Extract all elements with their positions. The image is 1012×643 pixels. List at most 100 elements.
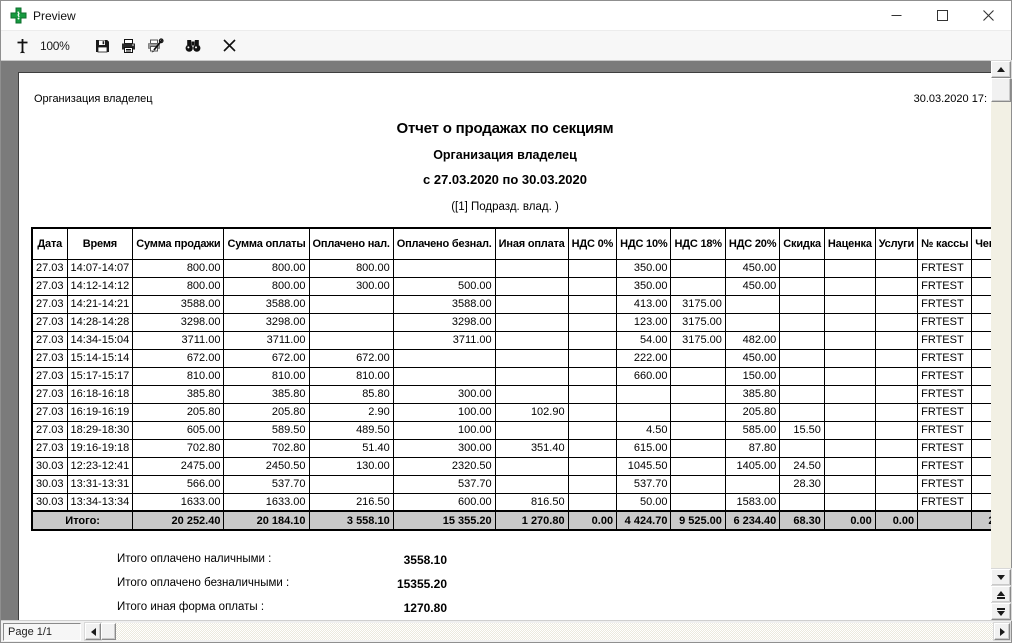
table-cell (779, 294, 825, 314)
table-row: 27.03 16:18-16:18 385.80 385.80 85.80 300.00 3… (31, 384, 991, 404)
table-cell: 27.03 (31, 258, 68, 278)
totals-cell: 6 234.40 (724, 510, 781, 531)
table-cell: 2.90 (308, 402, 394, 422)
table-cell (494, 330, 569, 350)
column-header: Сумма продажи (132, 227, 225, 260)
column-header: НДС 0% (567, 227, 618, 260)
print-setup-button[interactable] (144, 34, 168, 58)
table-cell (567, 492, 618, 512)
page-up-icon (997, 590, 1005, 599)
toolbar: 100% (1, 31, 1011, 61)
table-cell: 16:19-16:19 (66, 402, 134, 422)
table-cell: 1 (971, 276, 991, 296)
table-cell (670, 384, 726, 404)
minimize-button[interactable] (873, 1, 919, 30)
totals-cell: 20 252.40 (132, 510, 225, 531)
table-row: 27.03 15:14-15:14 672.00 672.00 672.00 222.00… (31, 348, 991, 368)
table-cell (823, 312, 876, 332)
table-cell: 14:07-14:07 (66, 258, 134, 278)
vertical-scrollbar[interactable] (991, 61, 1011, 620)
table-cell: 810.00 (223, 366, 310, 386)
table-cell: FRTEST (917, 330, 973, 350)
close-preview-button[interactable] (218, 34, 242, 58)
zoom-level[interactable]: 100% (40, 38, 70, 53)
maximize-icon (936, 10, 948, 21)
table-cell: 482.00 (724, 330, 781, 350)
table-cell: 87.80 (724, 438, 781, 458)
column-header: № кассы (917, 227, 973, 260)
v-scroll-track[interactable] (991, 102, 1011, 569)
table-cell: 702.80 (132, 438, 225, 458)
horizontal-scrollbar[interactable] (85, 623, 1010, 640)
table-row: 30.03 12:23-12:41 2475.00 2450.50 130.00 2320… (31, 456, 991, 476)
next-page-button[interactable] (991, 603, 1011, 620)
h-scroll-track[interactable] (116, 623, 994, 640)
table-cell (567, 348, 618, 368)
scroll-right-button[interactable] (994, 623, 1010, 640)
table-cell: 1 (971, 258, 991, 278)
table-cell: 1633.00 (132, 492, 225, 512)
find-icon (185, 39, 200, 52)
table-cell: 100.00 (392, 420, 496, 440)
find-button[interactable] (181, 34, 205, 58)
table-cell: 500.00 (392, 276, 496, 296)
close-button[interactable] (965, 1, 1011, 30)
table-cell: 450.00 (724, 348, 781, 368)
summary-line: Итого оплачено наличными : 3558.10 (117, 553, 447, 567)
table-cell: 537.70 (392, 474, 496, 494)
table-cell (567, 384, 618, 404)
table-cell (874, 474, 919, 494)
table-cell (874, 492, 919, 512)
table-cell (670, 474, 726, 494)
table-cell: 27.03 (31, 330, 68, 350)
table-cell: FRTEST (917, 366, 973, 386)
table-cell: 3588.00 (392, 294, 496, 314)
table-cell: FRTEST (917, 420, 973, 440)
table-cell: FRTEST (917, 492, 973, 512)
print-button[interactable] (117, 34, 141, 58)
table-cell (567, 312, 618, 332)
table-cell: 600.00 (392, 492, 496, 512)
table-cell: 150.00 (724, 366, 781, 386)
table-cell: 51.40 (308, 438, 394, 458)
table-cell (823, 474, 876, 494)
table-row: 27.03 16:19-16:19 205.80 205.80 2.90 100.00 10… (31, 402, 991, 422)
table-cell: 1 (971, 366, 991, 386)
scroll-up-button[interactable] (991, 61, 1011, 78)
table-cell: 450.00 (724, 258, 781, 278)
totals-row: Итого: 20 252.40 20 184.10 3 558.10 15 355.2… (31, 510, 991, 531)
table-cell: FRTEST (917, 312, 973, 332)
table-cell: 3298.00 (223, 312, 310, 332)
table-cell (823, 420, 876, 440)
table-cell (823, 366, 876, 386)
summary-line: Итого иная форма оплаты : 1270.80 (117, 601, 447, 615)
table-cell: FRTEST (917, 294, 973, 314)
scale-button[interactable] (11, 34, 35, 58)
table-cell: 3588.00 (223, 294, 310, 314)
v-scroll-thumb[interactable] (991, 78, 1011, 102)
table-cell: 27.03 (31, 402, 68, 422)
prev-page-button[interactable] (991, 586, 1011, 603)
table-cell: FRTEST (917, 348, 973, 368)
scroll-down-button[interactable] (991, 569, 1011, 586)
table-cell (392, 348, 496, 368)
scroll-left-button[interactable] (85, 623, 101, 640)
table-cell (779, 348, 825, 368)
table-cell: 1633.00 (223, 492, 310, 512)
table-cell: 672.00 (132, 348, 225, 368)
table-cell (392, 366, 496, 386)
table-cell: 385.80 (724, 384, 781, 404)
table-cell: 27.03 (31, 294, 68, 314)
arrow-left-icon (90, 627, 96, 636)
save-button[interactable] (90, 34, 114, 58)
maximize-button[interactable] (919, 1, 965, 30)
table-cell (823, 384, 876, 404)
table-cell: 102.90 (494, 402, 569, 422)
table-cell: 3298.00 (132, 312, 225, 332)
table-cell (494, 276, 569, 296)
totals-cell: 0.00 (874, 510, 919, 531)
table-cell (494, 420, 569, 440)
totals-cell: 20 184.10 (223, 510, 310, 531)
h-scroll-thumb[interactable] (101, 623, 116, 640)
table-cell: 585.00 (724, 420, 781, 440)
